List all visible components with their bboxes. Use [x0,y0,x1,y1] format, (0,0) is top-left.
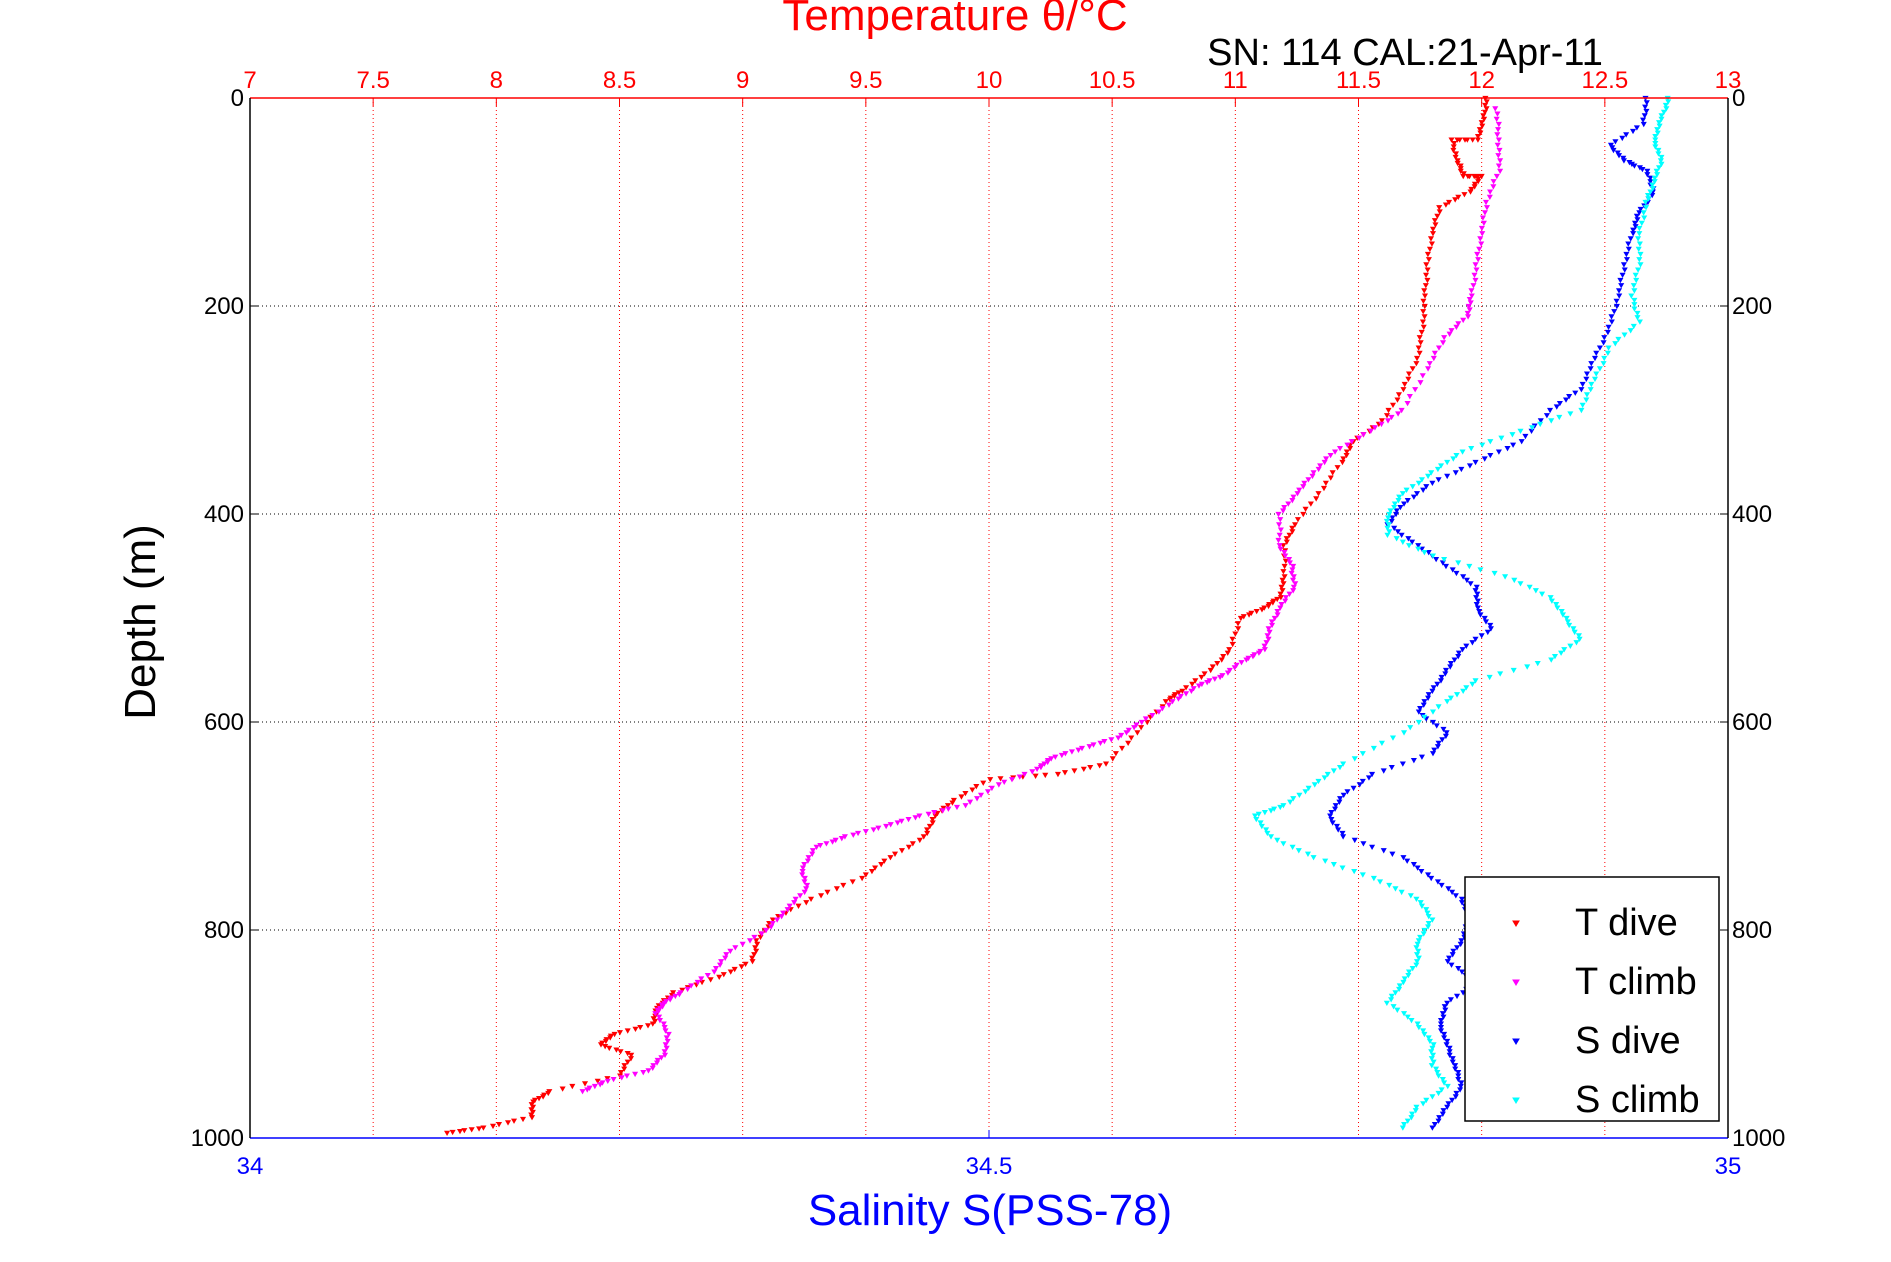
top-axis-title: Temperature θ/°C [782,0,1127,40]
left-tick-label: 600 [204,709,244,736]
legend-box [1464,876,1720,1122]
legend-label: S dive [1575,1020,1681,1062]
legend-marker [1512,979,1520,986]
top-tick-label: 12.5 [1581,67,1628,94]
top-tick-label: 7 [243,67,256,94]
bottom-axis-title: Salinity S(PSS-78) [808,1186,1172,1235]
right-tick-label: 400 [1732,501,1772,528]
top-tick-label: 9 [736,67,749,94]
top-tick-label: 11 [1223,67,1248,94]
left-tick-label: 800 [204,917,244,944]
bottom-tick-label: 35 [1715,1153,1742,1180]
legend-label: T dive [1575,902,1678,944]
top-tick-label: 11.5 [1336,67,1381,94]
legend: T dive T climb S dive S climb [1464,876,1720,1122]
series-t-climb [579,106,1504,1095]
top-tick-label: 13 [1715,67,1742,94]
plot-frame [249,97,1729,1139]
right-tick-label: 800 [1732,917,1772,944]
grid-lines [250,98,1728,1138]
right-tick-label: 0 [1732,85,1745,112]
legend-marker [1512,1038,1520,1045]
top-tick-label: 10 [976,67,1003,94]
left-tick-label: 200 [204,293,244,320]
left-tick-label: 400 [204,501,244,528]
top-tick-label: 8 [490,67,503,94]
right-tick-label: 600 [1732,709,1772,736]
right-tick-label: 1000 [1732,1125,1785,1152]
series-markers [579,106,1504,1095]
right-tick-label: 200 [1732,293,1772,320]
top-tick-label: 10.5 [1089,67,1136,94]
bottom-tick-label: 34 [237,1153,264,1180]
legend-marker [1512,920,1520,927]
legend-label: S climb [1575,1079,1700,1121]
top-tick-label: 9.5 [849,67,882,94]
left-tick-label: 0 [231,85,244,112]
left-tick-label: 1000 [191,1125,244,1152]
bottom-tick-label: 34.5 [966,1153,1013,1180]
y-axis-title: Depth (m) [116,524,165,720]
top-tick-label: 8.5 [603,67,636,94]
top-tick-label: 7.5 [356,67,389,94]
subtitle-text: SN: 114 CAL:21-Apr-11 [1207,32,1603,74]
top-tick-label: 12 [1468,67,1495,94]
legend-marker [1512,1097,1520,1104]
legend-label: T climb [1575,961,1697,1003]
